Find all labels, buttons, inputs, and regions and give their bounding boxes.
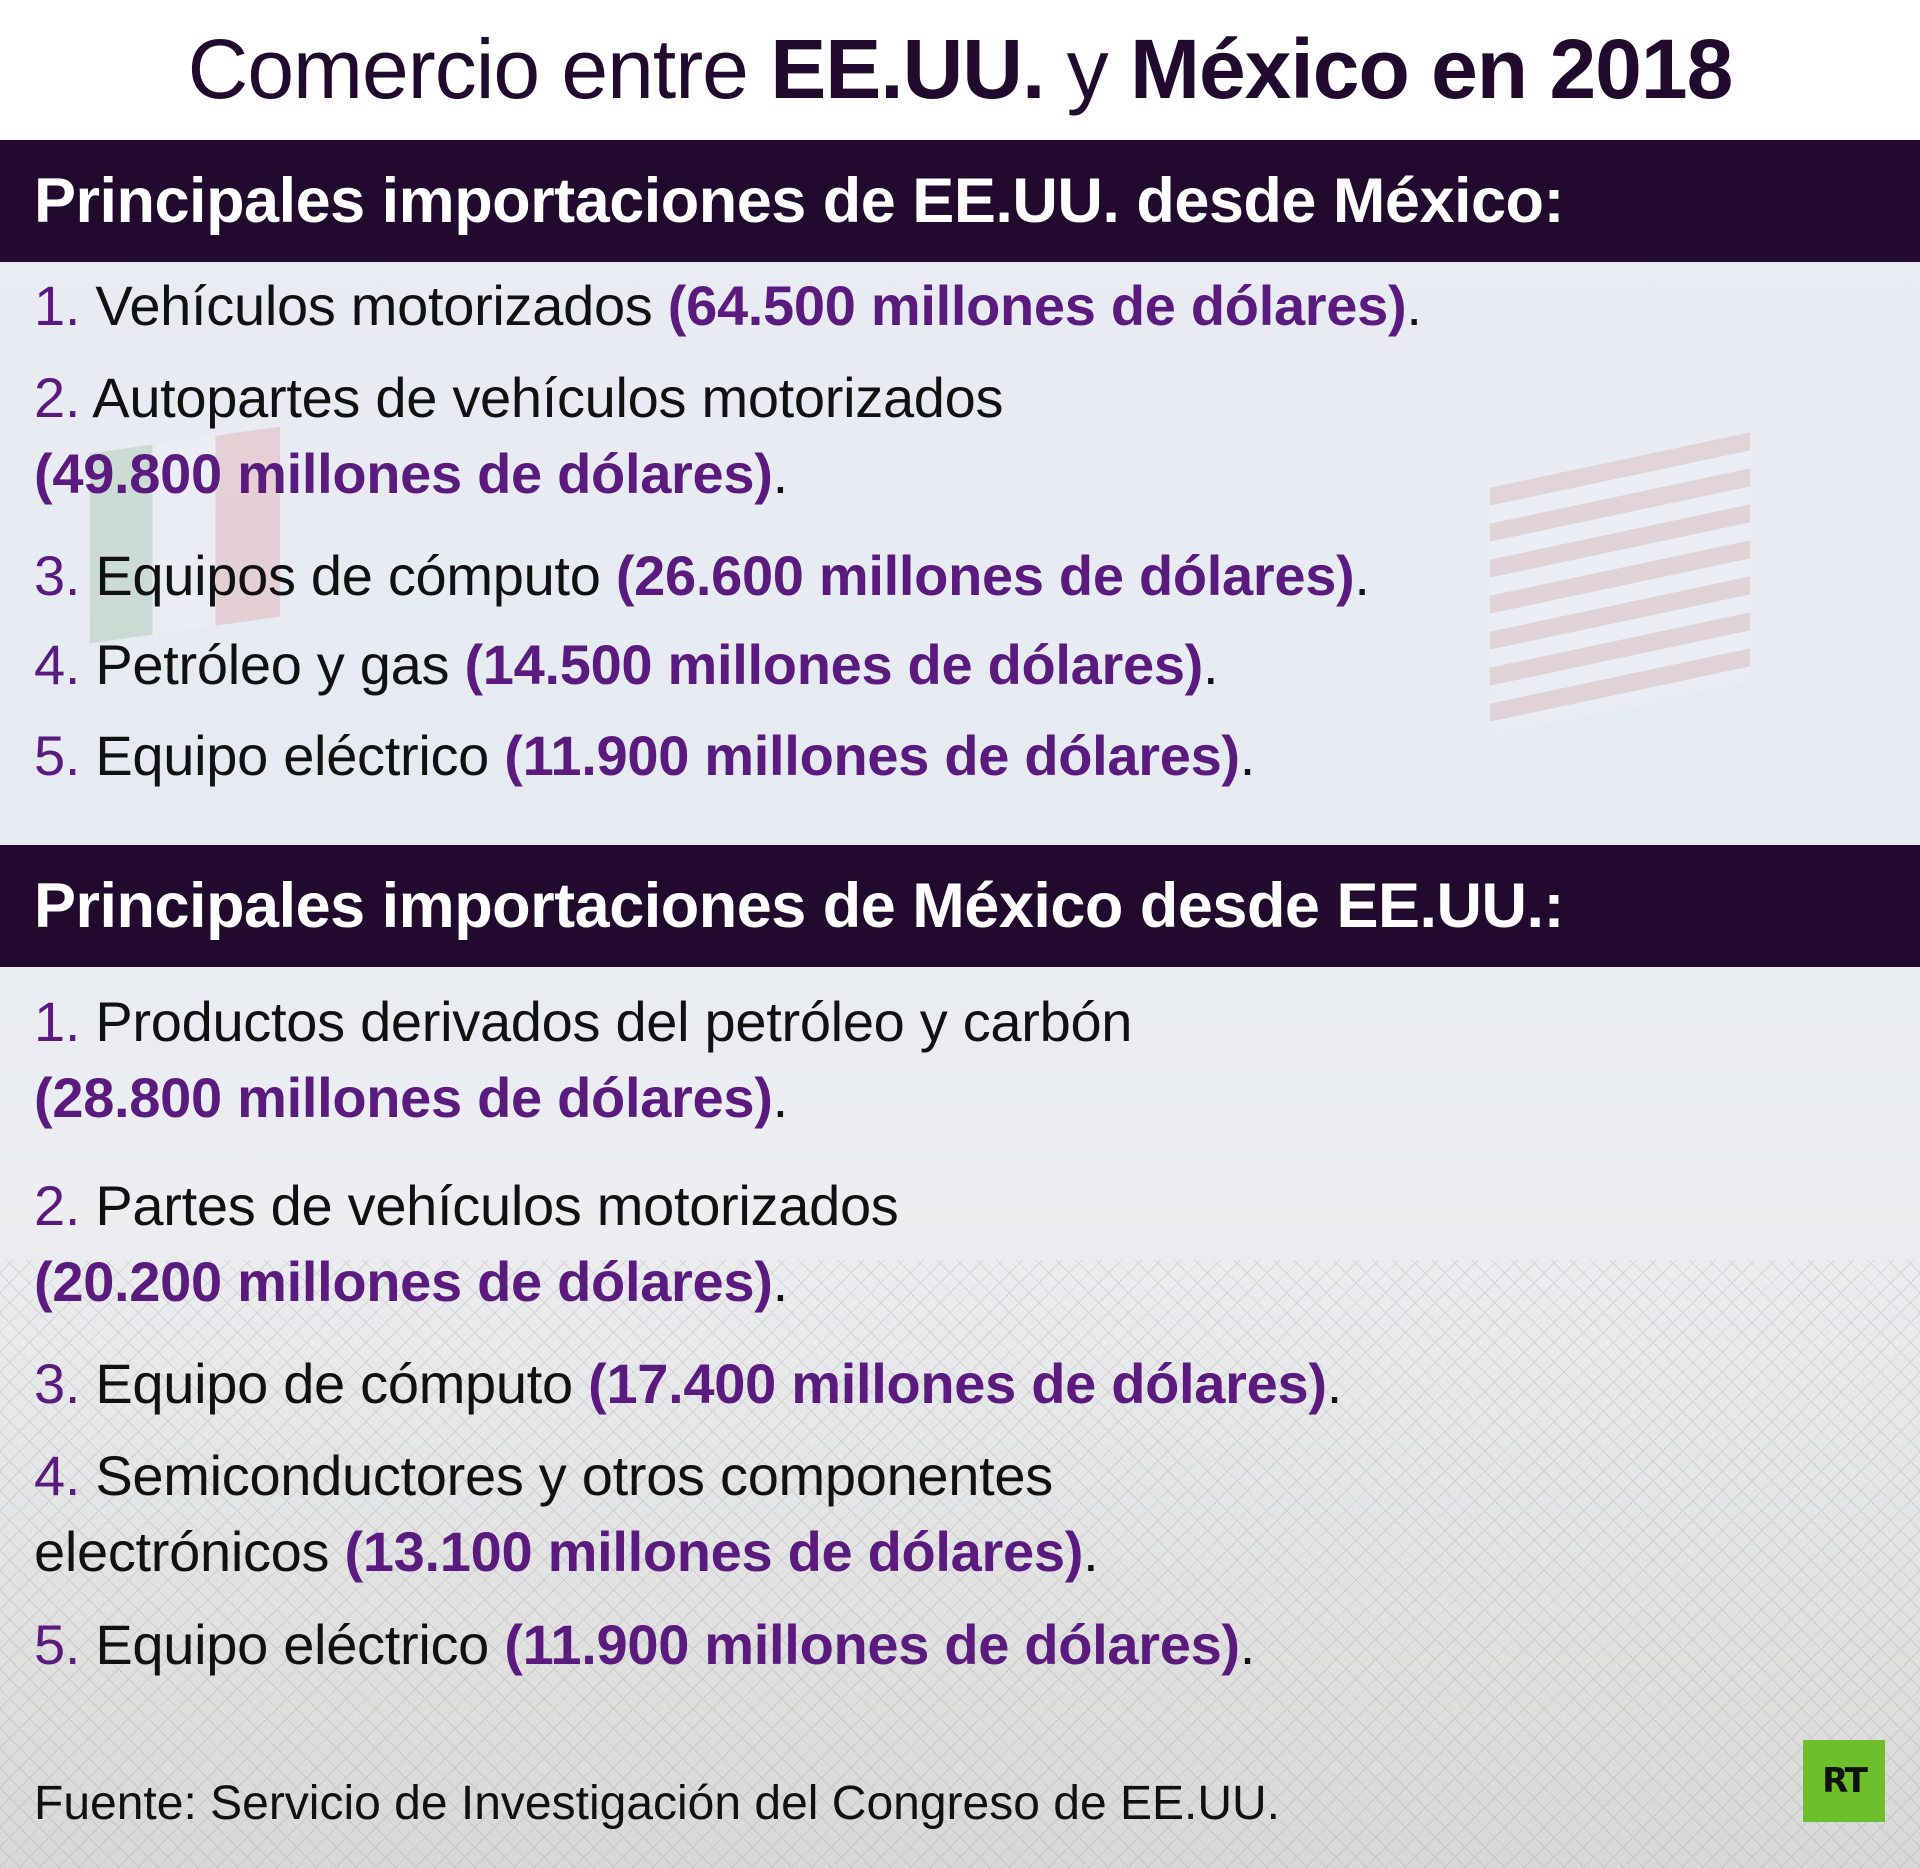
list-item: 2. Partes de vehículos motorizados (20.20… xyxy=(34,1174,899,1313)
list-item: 3. Equipo de cómputo (17.400 millones de… xyxy=(34,1352,1342,1415)
section-heading-us-imports: Principales importaciones de EE.UU. desd… xyxy=(0,140,1920,262)
list-item: 4. Petróleo y gas (14.500 millones de dó… xyxy=(34,633,1219,696)
list-item: 4. Semiconductores y otros componentes el… xyxy=(34,1444,1099,1583)
page-title: Comercio entre EE.UU. y México en 2018 xyxy=(0,0,1920,139)
us-flag-background xyxy=(1490,432,1750,738)
title-text-bold: EE.UU. xyxy=(770,22,1045,116)
source-note: Fuente: Servicio de Investigación del Co… xyxy=(34,1777,1281,1830)
section-heading-mexico-imports: Principales importaciones de México desd… xyxy=(0,845,1920,967)
list-item: 1. Productos derivados del petróleo y ca… xyxy=(34,990,1133,1129)
fence-background xyxy=(0,1260,1920,1868)
rt-logo: RT xyxy=(1803,1740,1885,1822)
list-item: 1. Vehículos motorizados (64.500 millone… xyxy=(34,274,1422,337)
list-item: 3. Equipos de cómputo (26.600 millones d… xyxy=(34,544,1370,607)
list-item: 5. Equipo eléctrico (11.900 millones de … xyxy=(34,724,1256,787)
list-item: 5. Equipo eléctrico (11.900 millones de … xyxy=(34,1613,1256,1676)
title-text: y xyxy=(1044,22,1130,116)
title-text: Comercio entre xyxy=(187,22,771,116)
title-text-bold: México en 2018 xyxy=(1129,22,1733,116)
list-item: 2. Autopartes de vehículos motorizados (4… xyxy=(34,366,1004,505)
